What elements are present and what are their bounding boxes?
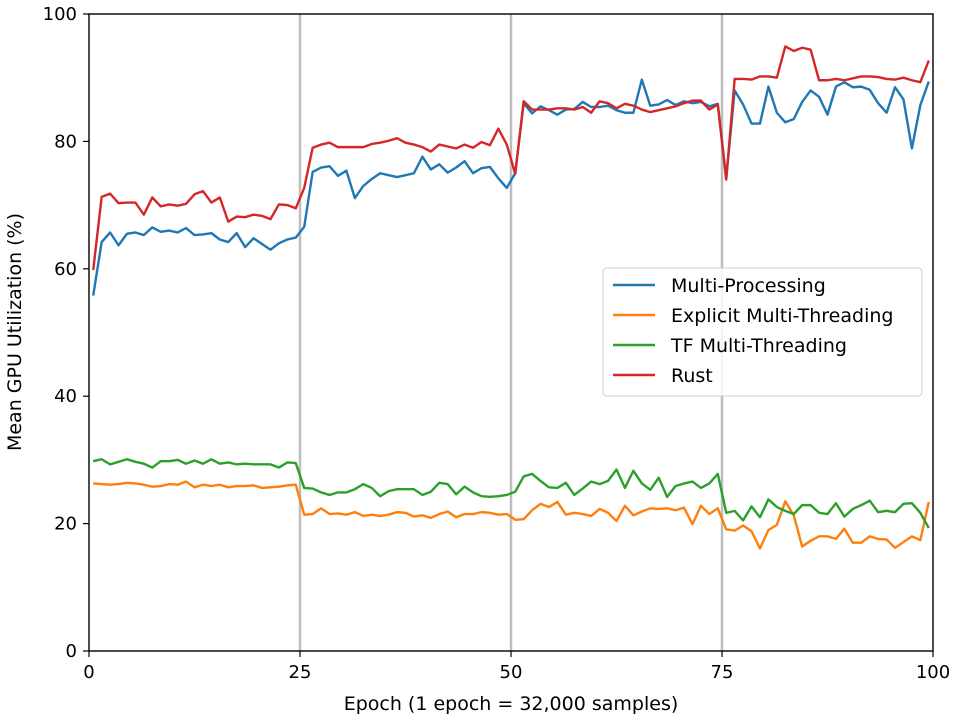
- y-tick-label: 20: [54, 514, 77, 535]
- y-axis-title: Mean GPU Utilization (%): [4, 213, 26, 451]
- series-line-0: [92, 78, 930, 296]
- series-line-1: [93, 480, 930, 550]
- legend: Multi-Processing Explicit Multi-Threading…: [602, 267, 923, 397]
- x-tick-label: 100: [916, 662, 950, 683]
- y-tick-label: 100: [43, 4, 77, 25]
- series-lines: [92, 45, 930, 550]
- x-tick-label: 0: [83, 662, 94, 683]
- series-line-2: [92, 458, 930, 529]
- y-tick-label: 60: [54, 259, 77, 280]
- legend-label-2: TF Multi-Threading: [670, 335, 847, 357]
- y-tick-label: 80: [54, 131, 77, 152]
- legend-label-1: Explicit Multi-Threading: [671, 305, 893, 327]
- legend-box: [602, 267, 923, 397]
- y-tick-label: 40: [54, 386, 77, 407]
- x-tick-label: 75: [711, 662, 734, 683]
- legend-label-0: Multi-Processing: [671, 275, 826, 297]
- y-tick-label: 0: [66, 641, 77, 662]
- x-axis-title: Epoch (1 epoch = 32,000 samples): [344, 693, 679, 715]
- y-axis-ticks: 0 20 40 60 80 100: [43, 4, 89, 662]
- x-axis-ticks: 0 25 50 75 100: [83, 651, 950, 683]
- x-tick-label: 25: [289, 662, 312, 683]
- x-tick-label: 50: [500, 662, 523, 683]
- series-line-3: [92, 45, 930, 271]
- legend-label-3: Rust: [671, 365, 713, 387]
